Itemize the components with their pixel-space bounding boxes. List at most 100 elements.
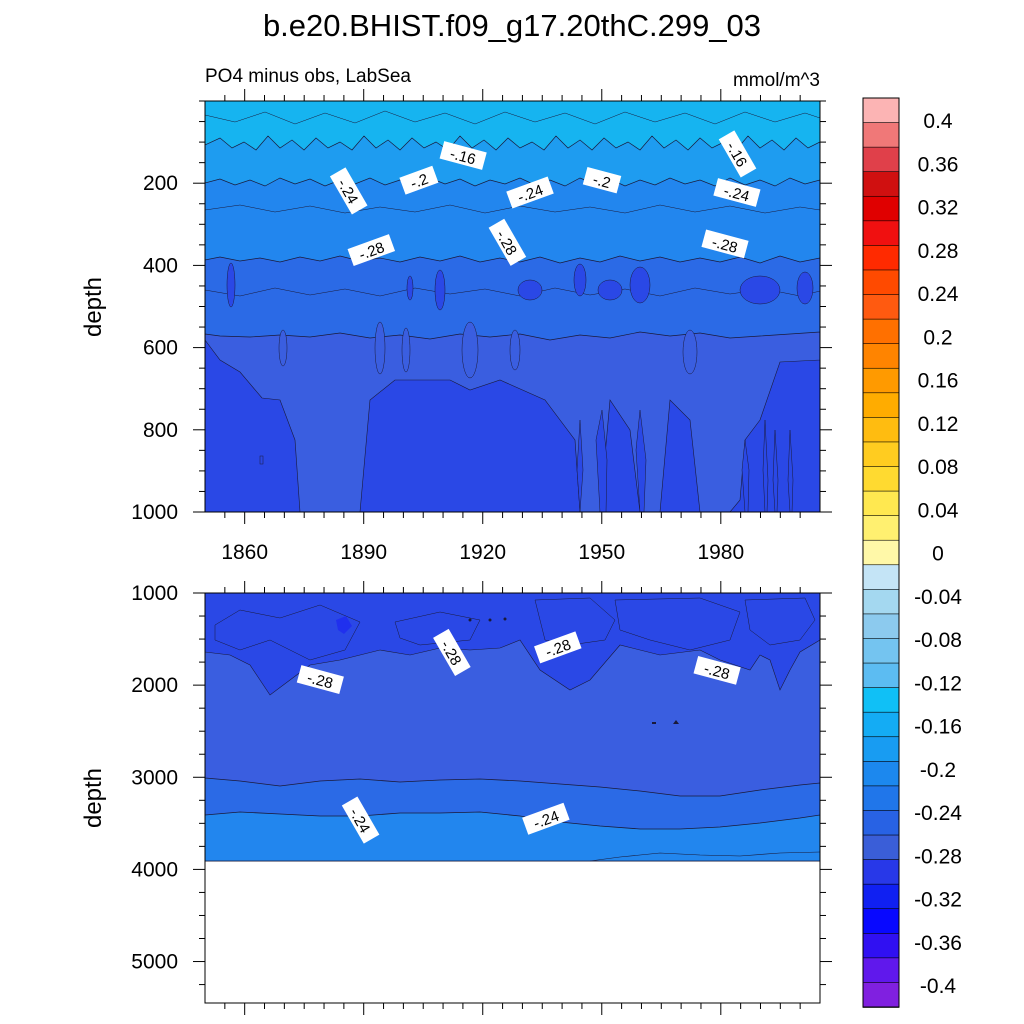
- colorbar-swatch: [862, 736, 900, 763]
- y-tick-label: 1000: [131, 501, 178, 524]
- colorbar-label: -0.32: [914, 889, 962, 912]
- y-tick-label: 3000: [131, 766, 178, 789]
- colorbar-label: 0.32: [918, 197, 959, 220]
- contour-label: -.28: [693, 655, 741, 685]
- contour-label: -.16: [439, 141, 487, 170]
- contour-label-text: -.24: [722, 182, 751, 205]
- colorbar: 0.4 0.36 0.32 0.28 0.24 0.2 0.16 0.12 0.08 0.04 0 -…: [862, 97, 962, 1008]
- contour-label: -.28: [433, 628, 471, 676]
- colorbar-label: 0.12: [918, 413, 959, 436]
- top-panel: PO4 minus obs, LabSea mmol/m^3: [80, 66, 832, 564]
- colorbar-swatch: [862, 785, 900, 812]
- colorbar-label: -0.28: [914, 845, 962, 868]
- contour-label: -.28: [701, 229, 749, 259]
- contour-label: -.24: [713, 178, 761, 207]
- colorbar-swatch: [862, 195, 900, 222]
- colorbar-label: 0.36: [918, 153, 959, 176]
- colorbar-label: 0.28: [918, 240, 959, 263]
- contour-label-text: -.28: [305, 669, 334, 692]
- y-tick-label: 400: [143, 254, 178, 277]
- bottom-axes: 1000 2000 3000 4000 5000: [131, 581, 832, 1015]
- colorbar-swatch: [862, 220, 900, 247]
- y-tick-label: 1000: [131, 582, 178, 605]
- contour-label: -.28: [296, 665, 344, 694]
- colorbar-label: -0.12: [914, 672, 962, 695]
- colorbar-swatch: [862, 711, 900, 738]
- colorbar-label: -0.04: [914, 586, 962, 609]
- contour-label: -.2: [582, 166, 622, 194]
- x-tick-label: 1890: [340, 541, 387, 564]
- colorbar-swatch: [862, 589, 900, 615]
- bottom-darkest-patch: [336, 616, 352, 634]
- colorbar-swatch: [862, 171, 900, 198]
- y-tick-label: 200: [143, 172, 178, 195]
- colorbar-label: 0.2: [923, 326, 952, 349]
- bottom-plot-frame: [204, 592, 821, 1004]
- colorbar-swatch: [862, 417, 900, 443]
- y-tick-label: 600: [143, 337, 178, 360]
- colorbar-swatch: [862, 441, 900, 468]
- top-light-patches: [278, 321, 698, 379]
- y-tick-label: 2000: [131, 674, 178, 697]
- colorbar-swatch: [862, 613, 900, 640]
- colorbar-swatch: [862, 318, 900, 345]
- colorbar-label: 0.24: [918, 283, 959, 306]
- top-deep-columns: [576, 409, 794, 512]
- colorbar-swatch: [862, 466, 900, 492]
- colorbar-swatch: [862, 810, 900, 836]
- contour-label: -.2: [399, 165, 439, 195]
- colorbar-label: 0: [932, 543, 944, 566]
- contour-label-text: -.2: [408, 171, 430, 193]
- top-heatmap: [205, 101, 820, 512]
- colorbar-swatch: [862, 834, 900, 861]
- x-tick-label: 1920: [459, 541, 506, 564]
- top-dark-patches: [226, 262, 814, 311]
- colorbar-label: -0.2: [920, 759, 956, 782]
- top-y-axis-label: depth: [80, 277, 107, 337]
- colorbar-swatch: [862, 269, 900, 296]
- colorbar-swatch: [862, 245, 900, 271]
- bottom-deep-contour: [589, 851, 820, 862]
- colorbar-swatch: [862, 122, 900, 148]
- colorbar-label: -0.08: [914, 629, 962, 652]
- contour-label-text: -.28: [710, 234, 739, 257]
- colorbar-label: 0.04: [918, 499, 959, 522]
- colorbar-swatch: [862, 662, 900, 689]
- figure-title: b.e20.BHIST.f09_g17.20thC.299_03: [263, 8, 761, 43]
- y-tick-label: 5000: [131, 951, 178, 974]
- colorbar-label: -0.36: [914, 932, 962, 955]
- y-tick-label: 800: [143, 419, 178, 442]
- contour-label-text: -.16: [448, 145, 477, 168]
- colorbar-swatch: [862, 539, 900, 566]
- colorbar-swatch: [862, 908, 900, 935]
- colorbar-swatch: [862, 687, 900, 713]
- colorbar-swatch: [862, 515, 900, 542]
- contour-label-text: -.2: [591, 171, 612, 192]
- colorbar-swatch: [862, 957, 900, 984]
- x-tick-label: 1860: [221, 541, 268, 564]
- colorbar-swatch: [862, 392, 900, 419]
- colorbar-swatch: [862, 883, 900, 910]
- colorbar-swatch: [862, 490, 900, 517]
- colorbar-label: 0.08: [918, 456, 959, 479]
- bottom-panel: -.28-.28 -.28-.28-.24 -.24 100020003000400…: [80, 581, 832, 1015]
- top-axes: 1860 1890 1920 1950 1980 200 400 600 800 1000: [131, 89, 832, 564]
- colorbar-swatch: [862, 146, 900, 173]
- colorbar-label: -0.24: [914, 802, 962, 825]
- colorbar-swatch: [862, 343, 900, 370]
- bottom-small-specks: [468, 617, 679, 724]
- colorbar-swatch: [862, 564, 900, 591]
- colorbar-swatch: [862, 367, 900, 394]
- colorbar-label: 0.16: [918, 370, 959, 393]
- top-fine-structure: [205, 110, 820, 297]
- colorbar-label: -0.4: [920, 975, 957, 998]
- colorbar-label: 0.4: [923, 110, 953, 133]
- y-tick-label: 4000: [131, 858, 178, 881]
- top-panel-variable-label: PO4 minus obs, LabSea: [205, 66, 411, 87]
- bottom-y-axis-label: depth: [80, 768, 107, 828]
- x-tick-label: 1950: [578, 541, 625, 564]
- colorbar-label: -0.16: [914, 716, 962, 739]
- bottom-heatmap: [205, 593, 820, 1003]
- bottom-dark-blobs: [214, 597, 816, 661]
